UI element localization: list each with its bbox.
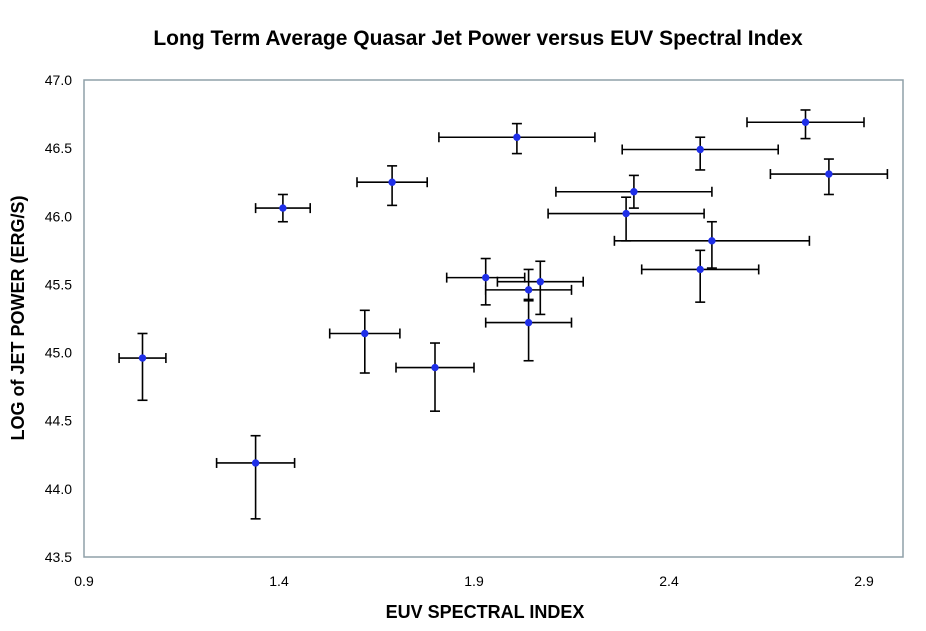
chart-title: Long Term Average Quasar Jet Power versu… [153, 27, 803, 50]
data-point-group [621, 136, 780, 171]
data-point [524, 286, 533, 294]
x-tick-label: 1.9 [464, 573, 484, 589]
data-point [431, 363, 439, 372]
y-tick-label: 45.0 [45, 345, 72, 361]
data-point-group [118, 332, 167, 402]
data-point [513, 133, 521, 141]
data-point [388, 178, 396, 186]
data-point-group [438, 122, 596, 155]
data-point [524, 318, 533, 327]
data-point [696, 145, 704, 154]
y-tick-label: 44.5 [45, 413, 72, 429]
data-point [825, 170, 833, 178]
x-axis: 0.9 1.4 1.9 2.4 2.9 [74, 573, 874, 589]
data-point [622, 209, 630, 218]
data-point-group [484, 268, 573, 302]
data-point-group [496, 260, 585, 316]
y-axis-label: LOG of JET POWER (ERG/S) [8, 195, 28, 440]
data-point [630, 188, 638, 196]
data-point [279, 204, 287, 212]
y-tick-label: 43.5 [45, 549, 72, 565]
data-point-group [769, 158, 889, 196]
data-point [536, 278, 544, 286]
data-point-group [254, 193, 312, 223]
y-axis: 43.5 44.0 44.5 45.0 45.5 46.0 46.5 47.0 [45, 72, 72, 565]
x-axis-label: EUV SPECTRAL INDEX [386, 602, 585, 622]
y-tick-label: 45.5 [45, 276, 72, 292]
x-tick-label: 2.9 [854, 573, 874, 589]
data-point-group [555, 174, 713, 209]
y-tick-label: 47.0 [45, 72, 72, 88]
x-tick-label: 1.4 [269, 573, 289, 589]
data-point [361, 329, 369, 338]
x-tick-label: 2.4 [659, 573, 679, 589]
data-point-group [640, 249, 760, 303]
data-point [138, 354, 147, 362]
data-point-group [356, 165, 429, 207]
data-point [482, 273, 490, 282]
y-tick-label: 46.0 [45, 208, 72, 224]
data-point-group [484, 298, 573, 362]
data-point-group [328, 309, 401, 374]
data-point-group [746, 109, 865, 140]
data-point-group [613, 220, 811, 269]
data-point-group [395, 342, 475, 412]
data-point [251, 459, 260, 467]
data-point-group [547, 196, 705, 242]
data-point-group [215, 434, 296, 520]
y-tick-label: 44.0 [45, 481, 72, 497]
data-series [118, 109, 889, 520]
plot-area [83, 79, 904, 558]
data-point [708, 237, 716, 245]
data-point [801, 118, 810, 126]
data-point [696, 265, 704, 274]
y-tick-label: 46.5 [45, 140, 72, 156]
x-tick-label: 0.9 [74, 573, 94, 589]
